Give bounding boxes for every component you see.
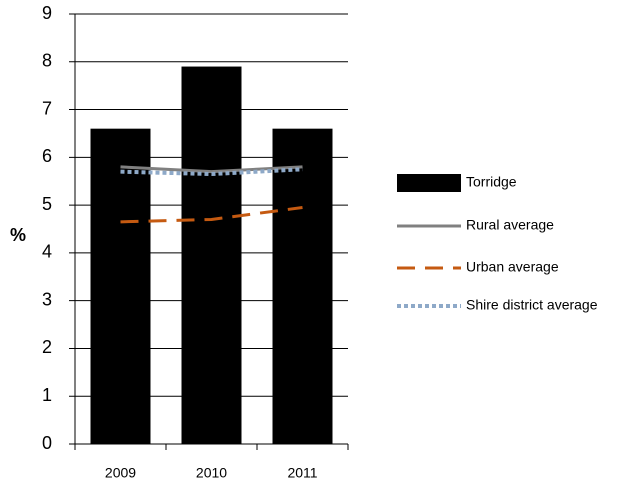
y-tick-label: 5 xyxy=(42,194,52,214)
line xyxy=(120,165,303,174)
x-tick-label: 2010 xyxy=(196,465,227,481)
line xyxy=(120,167,303,177)
y-tick-label: 0 xyxy=(42,433,52,453)
bar xyxy=(90,128,151,444)
y-tick-label: 3 xyxy=(42,289,52,309)
y-tick-label: 4 xyxy=(42,242,52,262)
legend-label: Torridge xyxy=(466,174,517,190)
y-tick-label: 1 xyxy=(42,385,52,405)
y-tick-label: 7 xyxy=(42,98,52,118)
legend-label: Shire district average xyxy=(466,297,598,313)
x-tick-label: 2009 xyxy=(105,465,136,481)
legend-label: Rural average xyxy=(466,217,554,233)
bar xyxy=(181,66,242,445)
y-tick-label: 2 xyxy=(42,337,52,357)
y-tick-label: 6 xyxy=(42,146,52,166)
y-tick-label: 8 xyxy=(42,51,52,71)
line xyxy=(120,206,303,224)
y-axis-label: % xyxy=(10,225,26,245)
legend-swatch xyxy=(397,174,461,192)
legend-label: Urban average xyxy=(466,259,559,275)
x-tick-label: 2011 xyxy=(287,465,317,481)
y-tick-label: 9 xyxy=(42,3,52,23)
bar xyxy=(272,128,333,444)
